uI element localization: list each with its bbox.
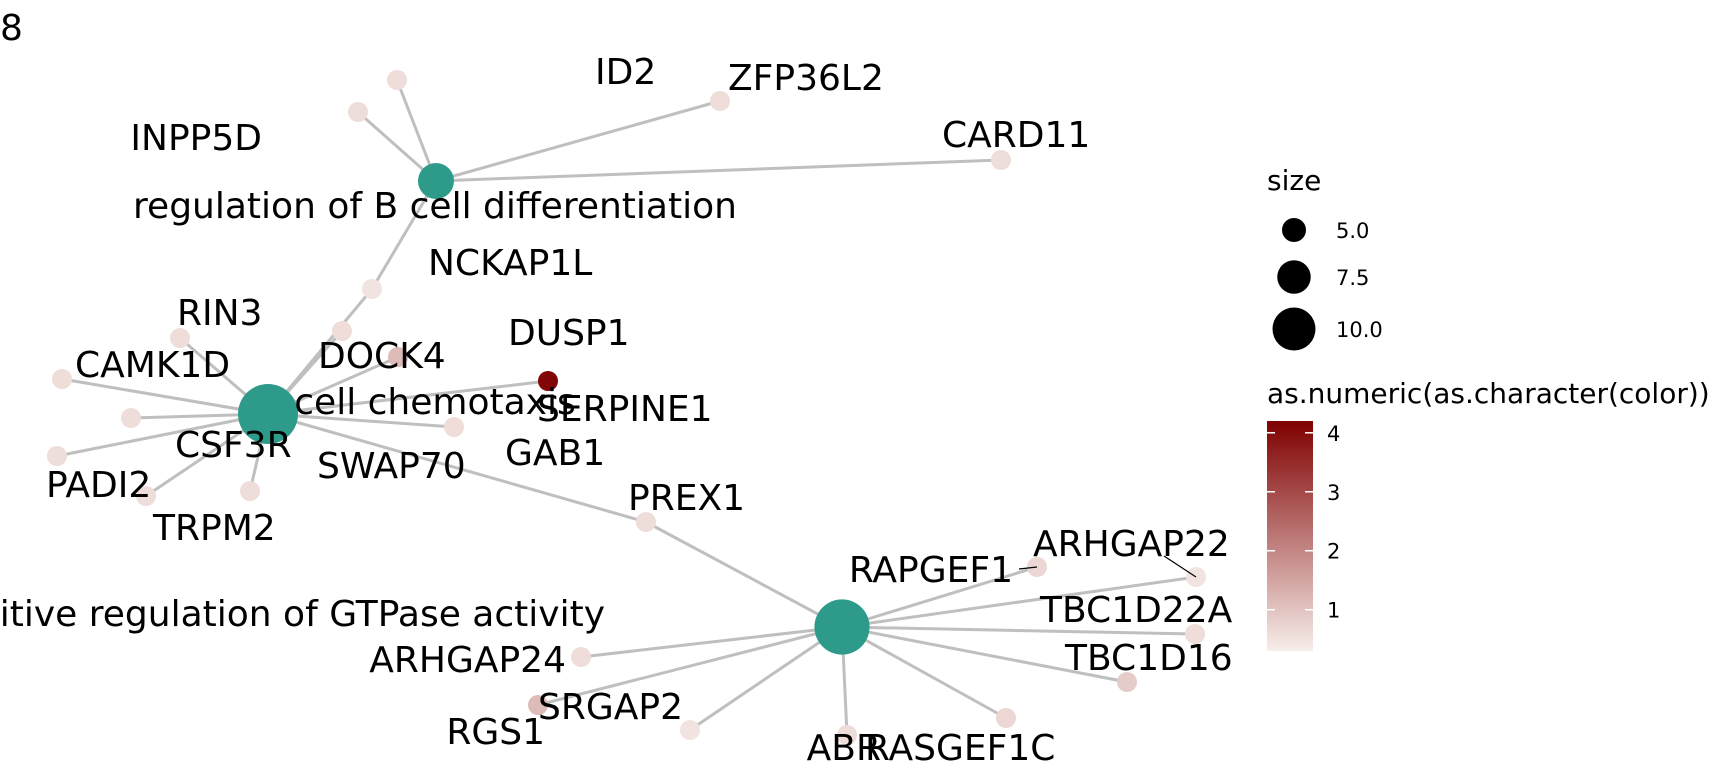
gene-label-rasgef1c: RASGEF1C [865, 728, 1055, 768]
gene-node-srgap2 [680, 720, 700, 740]
category-node-gtpase [814, 599, 870, 655]
edge-gtpase-tbc1d22a [841, 625, 1196, 636]
edge-gtpase-rapgef1 [841, 565, 1038, 629]
color-tick-label: 1 [1327, 599, 1340, 623]
gene-label-nckap1l: NCKAP1L [428, 243, 592, 284]
edge-chemo-prex1 [267, 412, 647, 524]
color-tick-label: 2 [1327, 540, 1340, 564]
category-node-bcell [418, 163, 454, 199]
edge-gtpase-arhgap24 [580, 625, 843, 659]
gene-node-rin3 [170, 328, 190, 348]
edge-gtpase-rasgef1c [841, 625, 1007, 720]
size-legend: size 5.0 7.5 10.0 [1267, 164, 1383, 351]
gene-label-tbc1d16: TBC1D16 [1064, 638, 1233, 679]
edge-gtpase-tbc1d16 [841, 625, 1128, 684]
gene-label-tbc1d22a: TBC1D22A [1039, 590, 1233, 631]
gene-node-padi2 [47, 446, 67, 466]
network-labels: regulation of B cell differentiation cell… [0, 52, 1233, 768]
gene-node-zfp36l2 [710, 91, 730, 111]
color-scale-bar [1267, 421, 1313, 651]
gene-label-arhgap24: ARHGAP24 [369, 640, 566, 681]
gene-node-card11 [991, 150, 1011, 170]
gene-node-swap70 [240, 481, 260, 501]
gene-node-abr [837, 725, 857, 745]
gene-label-gab1: GAB1 [505, 433, 605, 474]
gene-node-arhgap24 [571, 647, 591, 667]
edge-bcell-card11 [435, 158, 1002, 183]
gene-label-dusp1: DUSP1 [508, 313, 630, 354]
edge-chemo-camk1d [61, 377, 269, 416]
size-legend-label: 7.5 [1336, 266, 1369, 290]
category-label-bcell: regulation of B cell differentiation [133, 186, 737, 227]
gene-label-camk1d: CAMK1D [75, 345, 230, 386]
gene-node-camk1d [52, 369, 72, 389]
category-label-gtpase: positive regulation of GTPase activity [0, 594, 605, 635]
gene-node-dusp1 [388, 347, 408, 367]
gene-label-trpm2: TRPM2 [152, 508, 276, 549]
leader-rapgef1 [1018, 566, 1038, 570]
color-tick-label: 4 [1327, 422, 1340, 446]
gene-node-rasgef1c [996, 708, 1016, 728]
panel-label: 8 [0, 8, 23, 49]
size-legend-dot [1272, 307, 1316, 351]
gene-label-serpine1: SERPINE1 [537, 389, 713, 430]
gene-label-dock4: DOCK4 [318, 336, 446, 377]
edge-gtpase-rgs1 [537, 625, 843, 707]
gene-label-padi2: PADI2 [46, 465, 151, 506]
gene-node-serpine1 [538, 371, 558, 391]
size-legend-dot [1277, 260, 1311, 294]
gene-node-rgs1 [528, 695, 548, 715]
gene-node-id2 [387, 70, 407, 90]
edge-bcell-zfp36l2 [435, 99, 721, 183]
gene-node-nckap1l [362, 279, 382, 299]
gene-node-tbc1d22a [1185, 624, 1205, 644]
edge-chemo-serpine1 [267, 379, 549, 416]
gene-node-csf3r [121, 408, 141, 428]
edge-chemo-gab1 [267, 412, 455, 429]
gene-label-csf3r: CSF3R [175, 425, 292, 466]
size-legend-label: 10.0 [1336, 318, 1383, 342]
edge-gtpase-arhgap22 [841, 575, 1197, 629]
size-legend-dot [1282, 218, 1306, 242]
leader-arhgap22 [1163, 555, 1197, 578]
size-legend-label: 5.0 [1336, 219, 1369, 243]
category-label-chemo: cell chemotaxis [294, 382, 575, 423]
gene-label-srgap2: SRGAP2 [538, 687, 683, 728]
edge-chemo-padi2 [56, 412, 269, 458]
color-legend: as.numeric(as.character(color)) 1 2 3 4 [1267, 377, 1710, 651]
category-node-chemo [238, 384, 298, 444]
gene-label-prex1: PREX1 [628, 478, 745, 519]
edge-gtpase-prex1 [645, 520, 843, 629]
gene-node-trpm2 [136, 486, 156, 506]
gene-label-zfp36l2: ZFP36L2 [728, 58, 884, 99]
edge-bcell-nckap1l [370, 180, 438, 290]
gene-label-rin3: RIN3 [177, 293, 262, 334]
color-tick-label: 3 [1327, 481, 1340, 505]
edge-bcell-id2 [395, 79, 438, 182]
gene-label-inpp5d: INPP5D [130, 118, 262, 159]
color-legend-title: as.numeric(as.character(color)) [1267, 377, 1710, 410]
gene-label-abr: ABR [807, 728, 881, 768]
gene-label-id2: ID2 [595, 52, 656, 93]
gene-label-card11: CARD11 [942, 115, 1090, 156]
gene-label-rgs1: RGS1 [446, 712, 545, 753]
gene-node-tbc1d16 [1117, 672, 1137, 692]
gene-label-arhgap22: ARHGAP22 [1033, 524, 1230, 565]
gene-label-swap70: SWAP70 [317, 446, 466, 487]
gene-node-prex1 [636, 512, 656, 532]
size-legend-title: size [1267, 164, 1321, 197]
edge-gtpase-srgap2 [689, 625, 843, 732]
gene-label-rapgef1: RAPGEF1 [849, 550, 1013, 591]
gene-node-inpp5d [348, 102, 368, 122]
network-nodes [47, 70, 1206, 745]
gene-node-gab1 [444, 417, 464, 437]
gene-node-dock4 [332, 321, 352, 341]
